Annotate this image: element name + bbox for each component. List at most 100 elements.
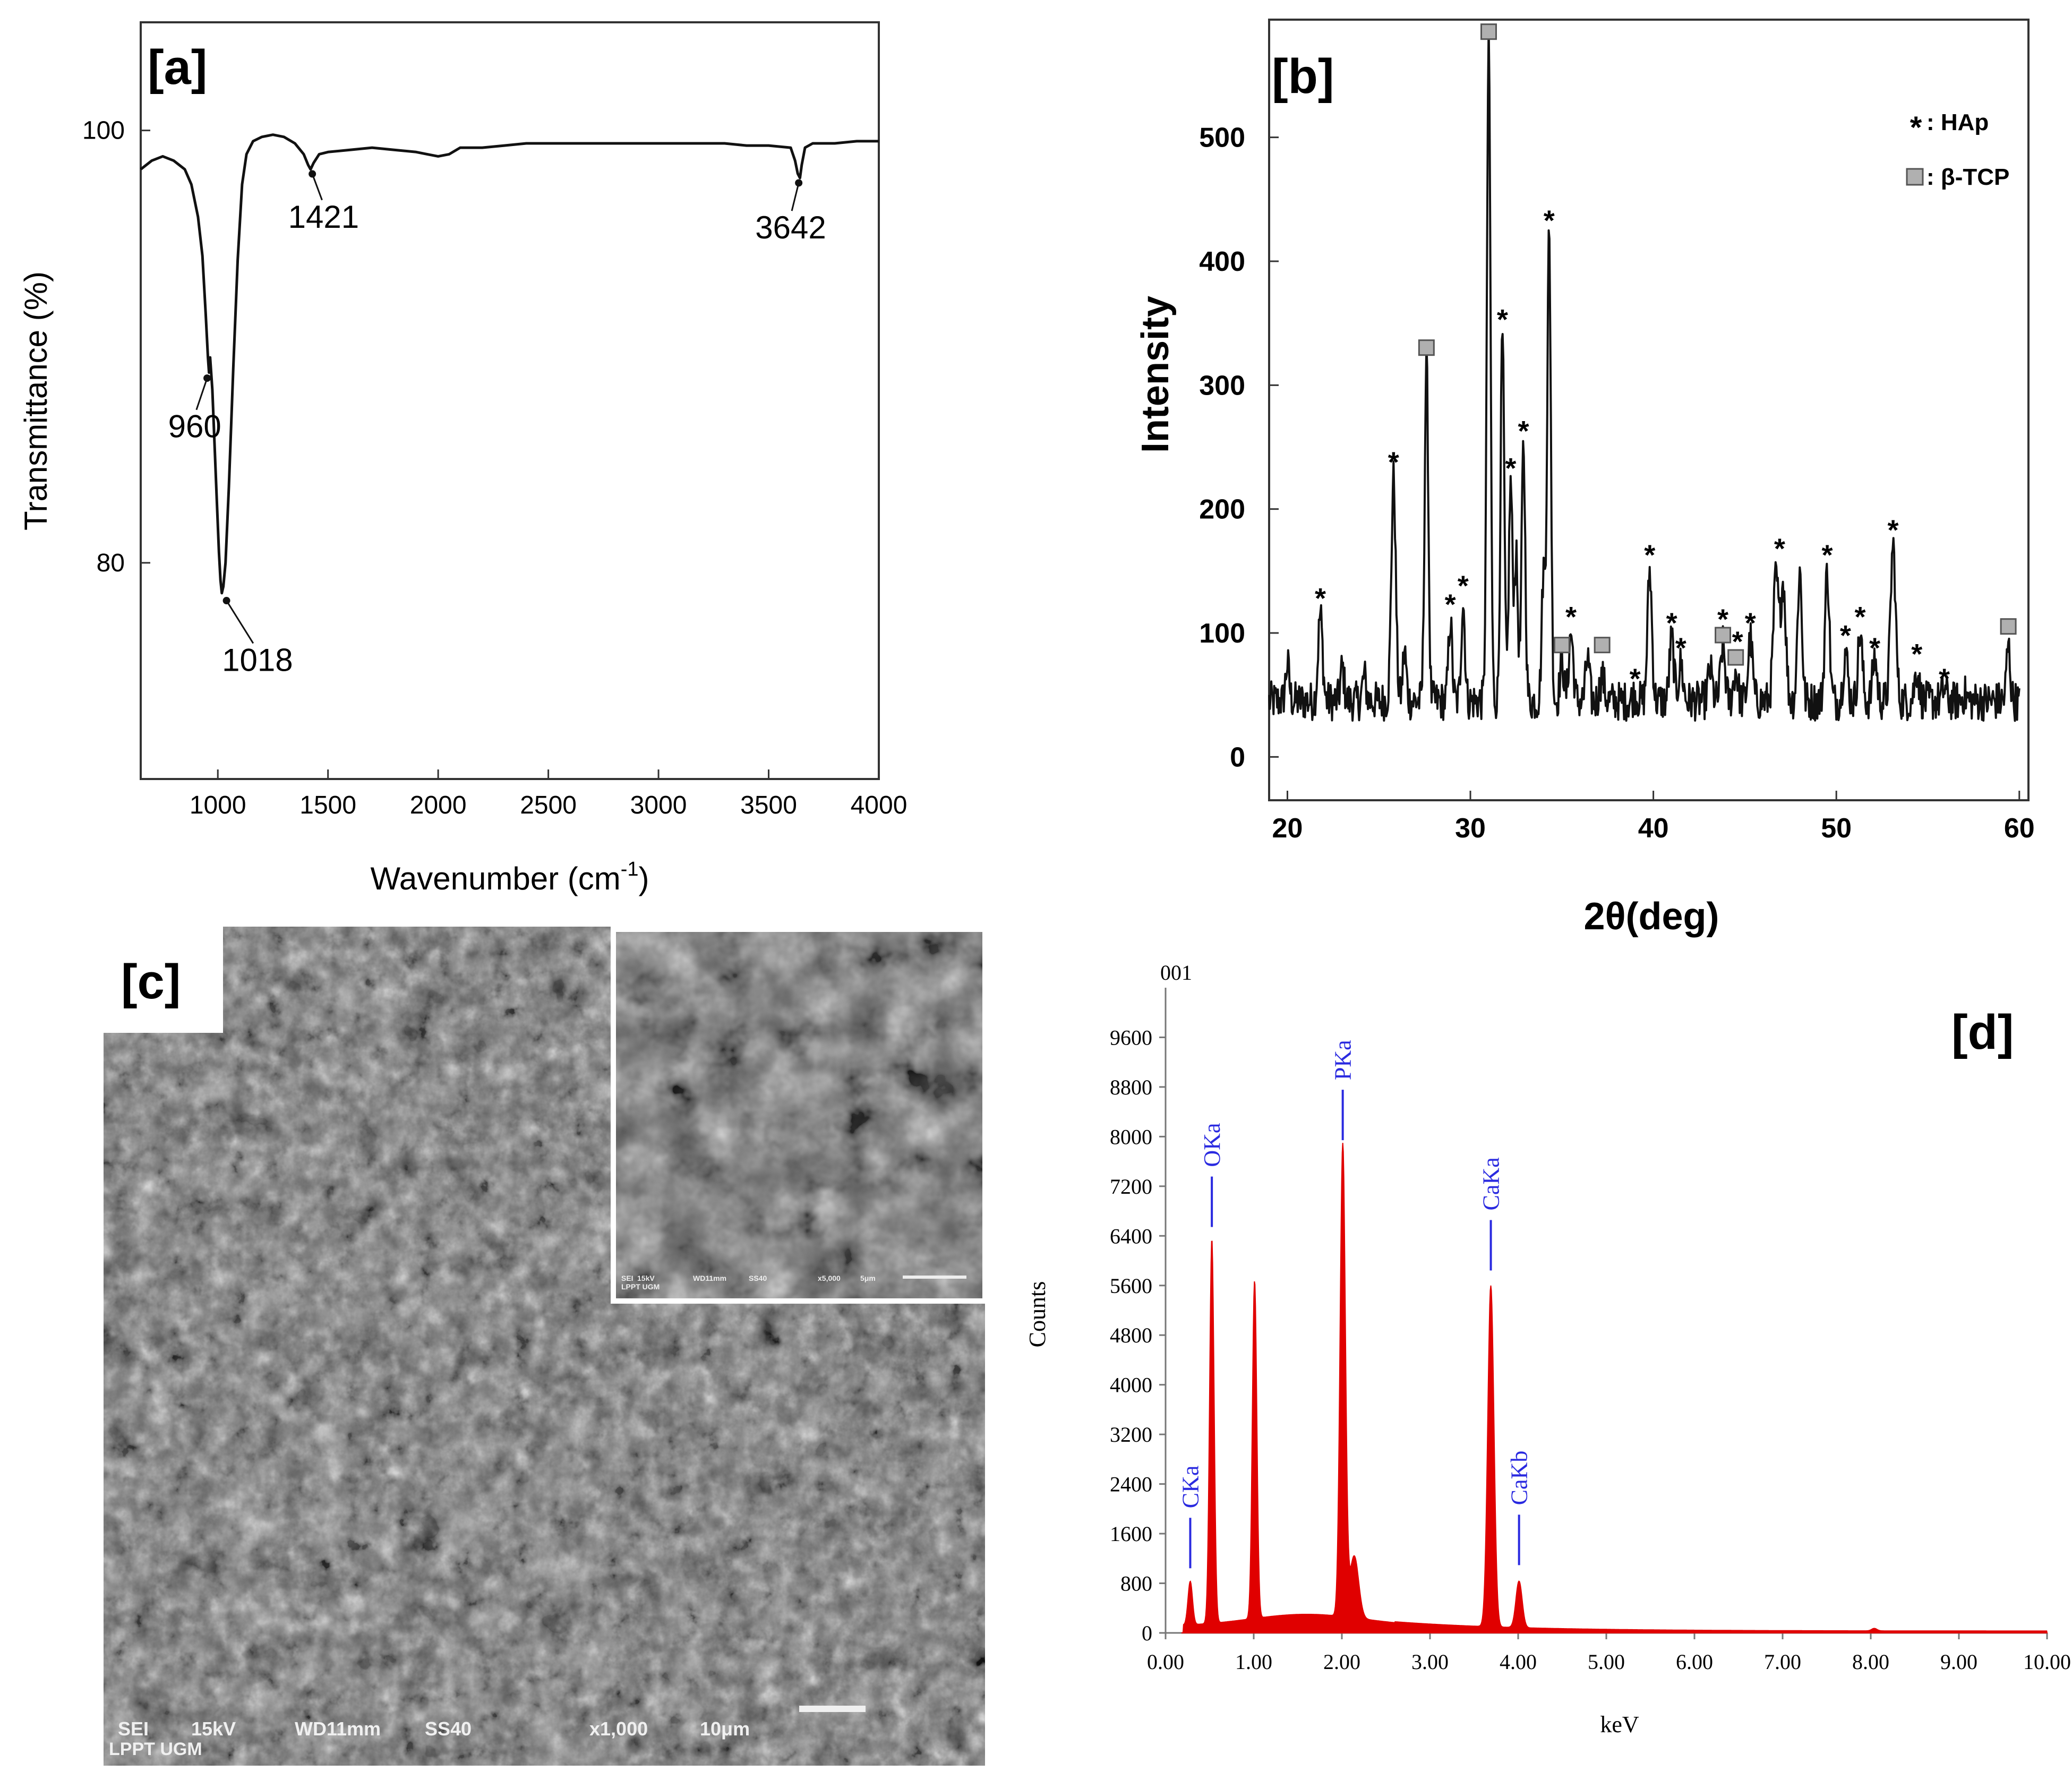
ftir-annotation-arrow	[311, 174, 323, 201]
eds-y-tick-label: 800	[1120, 1572, 1152, 1596]
xrd-hap-marker: *	[1505, 452, 1516, 484]
eds-peak-labels: CKa OKa PKa CaKa CaKb	[1177, 1040, 1532, 1569]
xrd-hap-marker: *	[1675, 632, 1686, 664]
eds-y-tick-label: 7200	[1110, 1175, 1152, 1199]
ftir-spectrum-line	[140, 133, 879, 595]
ftir-peak-label: 1018	[222, 642, 293, 678]
sem-inset-metadata: SEI 15kV WD11mm SS40 x5,000 5μm LPPT UGM	[621, 1274, 966, 1291]
xrd-hap-marker: *	[1888, 515, 1899, 546]
ftir-annotation-arrowhead	[795, 179, 803, 187]
eds-y-tick-label: 4000	[1110, 1373, 1152, 1397]
ftir-annotation-arrow	[226, 600, 254, 644]
xrd-x-tick-label: 30	[1455, 813, 1486, 844]
eds-x-axis-title: keV	[1600, 1711, 1639, 1738]
ftir-x-tick-label: 3000	[630, 791, 687, 819]
eds-peak-label: OKa	[1199, 1123, 1225, 1167]
sem-main-metadata: SEI 15kV WD11mm SS40 x1,000 10μm LPPT UG…	[109, 1706, 866, 1759]
sem-spot-size: SS40	[425, 1718, 472, 1740]
xrd-y-tick-label: 300	[1199, 370, 1245, 401]
eds-x-tick-label: 3.00	[1411, 1650, 1449, 1674]
eds-peak-label: CaKa	[1478, 1157, 1504, 1210]
eds-x-tick-label: 6.00	[1676, 1650, 1713, 1674]
xrd-hap-marker: *	[1565, 601, 1577, 633]
sem-inset-wd: WD11mm	[693, 1274, 726, 1282]
legend-marker-hap: *	[1910, 110, 1922, 145]
eds-x-tick-label: 1.00	[1235, 1650, 1272, 1674]
xrd-tcp-marker	[1480, 23, 1497, 40]
ftir-annotation-arrow	[195, 378, 208, 410]
ftir-x-tick-label: 3500	[740, 791, 797, 819]
eds-y-tick-label: 3200	[1110, 1423, 1152, 1447]
eds-y-tick-label: 5600	[1110, 1274, 1152, 1298]
xrd-x-axis-title: 2θ(deg)	[1584, 895, 1719, 938]
ftir-peak-annotations: 1421 3642 960 1018	[168, 170, 826, 678]
eds-peak-label: PKa	[1330, 1040, 1356, 1080]
ftir-x-tick-label: 4000	[851, 791, 907, 819]
xrd-hap-marker: *	[1869, 632, 1880, 664]
xrd-pattern-line	[1268, 24, 2020, 722]
sem-voltage: 15kV	[191, 1718, 236, 1740]
xrd-hap-marker: *	[1717, 604, 1728, 636]
ftir-x-tick-label: 1500	[299, 791, 356, 819]
xrd-x-tick-label: 50	[1821, 813, 1852, 844]
xrd-hap-marker: *	[1854, 601, 1865, 633]
eds-axis-ticks: 0.00 1.00 2.00 3.00 4.00 5.00 6.00 7.00 8.00 9.00…	[1110, 1025, 2071, 1674]
panel-label-c: [c]	[121, 955, 181, 1009]
eds-x-tick-label: 2.00	[1323, 1650, 1360, 1674]
xrd-hap-marker: *	[1518, 415, 1529, 447]
xrd-plot-frame	[1268, 19, 2030, 801]
eds-peak-label: CKa	[1177, 1466, 1203, 1509]
xrd-y-tick-label: 400	[1199, 246, 1245, 277]
legend-label-hap: : HAp	[1927, 109, 1989, 135]
eds-x-tick-label: 10.00	[2023, 1650, 2071, 1674]
eds-y-tick-label: 0	[1142, 1621, 1152, 1645]
panel-label-b: [b]	[1272, 49, 1334, 104]
ftir-peak-label: 1421	[288, 199, 359, 235]
sem-inset-voltage: 15kV	[637, 1274, 655, 1282]
xrd-hap-marker: *	[1544, 204, 1555, 236]
eds-y-tick-label: 9600	[1110, 1025, 1152, 1049]
ftir-x-tick-label: 1000	[190, 791, 246, 819]
sem-inset-lab: LPPT UGM	[621, 1282, 660, 1291]
ftir-y-tick-label: 100	[82, 117, 125, 145]
eds-peak-label: CaKb	[1506, 1451, 1532, 1505]
xrd-hap-marker: *	[1666, 607, 1677, 639]
ftir-plot-frame	[140, 21, 880, 780]
eds-y-tick-label: 4800	[1110, 1323, 1152, 1347]
eds-x-tick-label: 8.00	[1852, 1650, 1889, 1674]
eds-y-tick-label: 8000	[1110, 1125, 1152, 1149]
sem-inset-mag: x5,000	[818, 1274, 841, 1282]
sem-inset-spot: SS40	[749, 1274, 767, 1282]
xrd-hap-marker: *	[1911, 638, 1922, 670]
xrd-axis-ticks: 20 30 40 50 60 0 100 200 300 400 500	[1199, 123, 2034, 844]
eds-y-tick-label: 8800	[1110, 1075, 1152, 1099]
xrd-hap-marker: *	[1840, 620, 1851, 652]
ftir-y-tick-label: 80	[97, 549, 125, 577]
xrd-phase-markers: ***************** *******	[1315, 23, 2017, 695]
xrd-hap-marker: *	[1497, 304, 1508, 336]
eds-spectrum-area	[1181, 1143, 2048, 1633]
sem-inset-scale: 5μm	[860, 1274, 876, 1282]
eds-x-tick-label: 4.00	[1500, 1650, 1537, 1674]
legend-marker-tcp	[1906, 168, 1924, 186]
xrd-hap-marker: *	[1388, 446, 1399, 478]
eds-spectrum-id: 001	[1160, 961, 1192, 985]
xrd-y-tick-label: 0	[1230, 742, 1245, 773]
eds-x-tick-label: 9.00	[1940, 1650, 1977, 1674]
xrd-tcp-marker	[1418, 339, 1435, 356]
sem-scale-bar	[799, 1706, 866, 1712]
ftir-annotation-arrowhead	[309, 170, 316, 178]
ftir-x-tick-label: 2500	[520, 791, 577, 819]
eds-x-tick-label: 7.00	[1764, 1650, 1801, 1674]
eds-y-tick-label: 1600	[1110, 1522, 1152, 1546]
xrd-y-axis-title: Intensity	[1134, 296, 1177, 453]
ftir-panel: [a] 1000 1500 2000 2500 3000 3500 4000 80 100 14…	[18, 21, 907, 896]
sem-working-distance: WD11mm	[295, 1718, 381, 1740]
ftir-x-tick-label: 2000	[410, 791, 467, 819]
sem-label-backdrop	[104, 927, 223, 1033]
xrd-tcp-marker	[1727, 649, 1744, 666]
xrd-y-tick-label: 200	[1199, 494, 1245, 525]
ftir-annotation-arrowhead	[222, 597, 230, 605]
ftir-y-axis-title: Transmittance (%)	[18, 271, 54, 530]
